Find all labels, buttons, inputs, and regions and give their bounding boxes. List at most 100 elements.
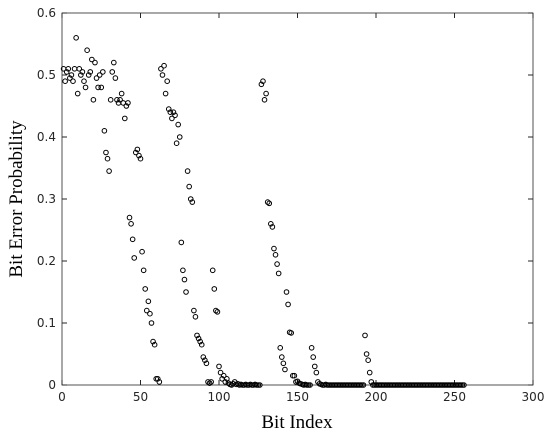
point — [112, 75, 119, 81]
point — [139, 248, 145, 255]
y-tick-label: 0.6 — [37, 6, 56, 20]
x-axis-label: Bit Index — [261, 412, 333, 433]
point — [70, 78, 76, 84]
point — [172, 112, 178, 119]
point — [176, 134, 183, 140]
point — [131, 255, 138, 261]
point — [277, 345, 284, 351]
point — [189, 199, 196, 205]
point — [145, 298, 152, 305]
point — [158, 66, 164, 72]
point — [291, 372, 298, 379]
y-tick-label: 0.5 — [37, 68, 56, 82]
point — [308, 345, 315, 351]
point — [362, 332, 368, 339]
point — [216, 363, 222, 370]
x-tick-label: 200 — [365, 390, 388, 404]
point — [92, 59, 98, 66]
point — [214, 309, 221, 315]
point — [73, 35, 79, 41]
point — [184, 168, 191, 174]
point — [81, 78, 87, 84]
point — [363, 351, 370, 357]
point — [175, 121, 181, 128]
point — [173, 140, 180, 146]
y-tick-label: 0.4 — [37, 130, 56, 144]
point — [217, 369, 224, 376]
point — [101, 128, 108, 134]
point — [360, 382, 367, 388]
point — [194, 332, 200, 339]
point — [169, 115, 175, 122]
point — [136, 152, 142, 159]
point — [159, 72, 166, 78]
point — [161, 62, 167, 69]
point — [272, 252, 279, 258]
point — [154, 376, 161, 382]
point — [178, 239, 185, 246]
point — [156, 379, 163, 385]
point — [93, 75, 100, 81]
point — [106, 168, 112, 174]
point — [111, 59, 117, 66]
point — [128, 221, 134, 227]
point — [170, 109, 177, 115]
point — [147, 310, 153, 317]
point — [282, 366, 288, 373]
point — [275, 270, 282, 277]
point — [186, 183, 192, 190]
point — [148, 320, 155, 326]
point — [95, 84, 101, 91]
x-tick-label: 0 — [58, 390, 66, 404]
point — [192, 314, 199, 320]
point — [266, 200, 273, 207]
point — [203, 360, 210, 367]
point — [208, 379, 214, 385]
point — [125, 100, 131, 106]
point — [311, 363, 318, 370]
point — [191, 307, 197, 314]
point — [63, 69, 70, 75]
x-tick-label: 150 — [286, 390, 309, 404]
point — [78, 72, 84, 78]
point — [129, 236, 136, 243]
point — [269, 224, 276, 230]
point — [198, 341, 205, 348]
point — [187, 196, 194, 202]
point — [283, 289, 290, 295]
point — [118, 90, 125, 97]
y-tick-label: 0.3 — [37, 192, 56, 206]
point — [279, 354, 285, 360]
point — [258, 81, 265, 88]
point — [117, 97, 123, 103]
point — [79, 69, 86, 75]
point — [181, 276, 188, 283]
point — [96, 72, 103, 78]
point — [211, 286, 218, 292]
point — [310, 354, 317, 360]
y-tick-label: 0.1 — [37, 316, 56, 330]
x-tick-label: 300 — [522, 390, 545, 404]
point — [84, 47, 90, 54]
point — [280, 360, 287, 367]
point — [74, 90, 81, 97]
point — [137, 155, 144, 162]
point — [132, 149, 139, 156]
point — [271, 245, 277, 252]
point — [126, 214, 133, 221]
point — [288, 330, 295, 336]
point — [195, 335, 202, 342]
point — [209, 267, 216, 274]
x-tick-label: 250 — [443, 390, 466, 404]
point — [82, 84, 89, 91]
x-tick-label: 50 — [133, 390, 148, 404]
point — [222, 379, 229, 385]
point — [89, 56, 95, 63]
point — [268, 221, 274, 227]
point — [202, 357, 208, 364]
point — [68, 72, 75, 78]
point — [200, 354, 207, 360]
point — [197, 338, 203, 345]
